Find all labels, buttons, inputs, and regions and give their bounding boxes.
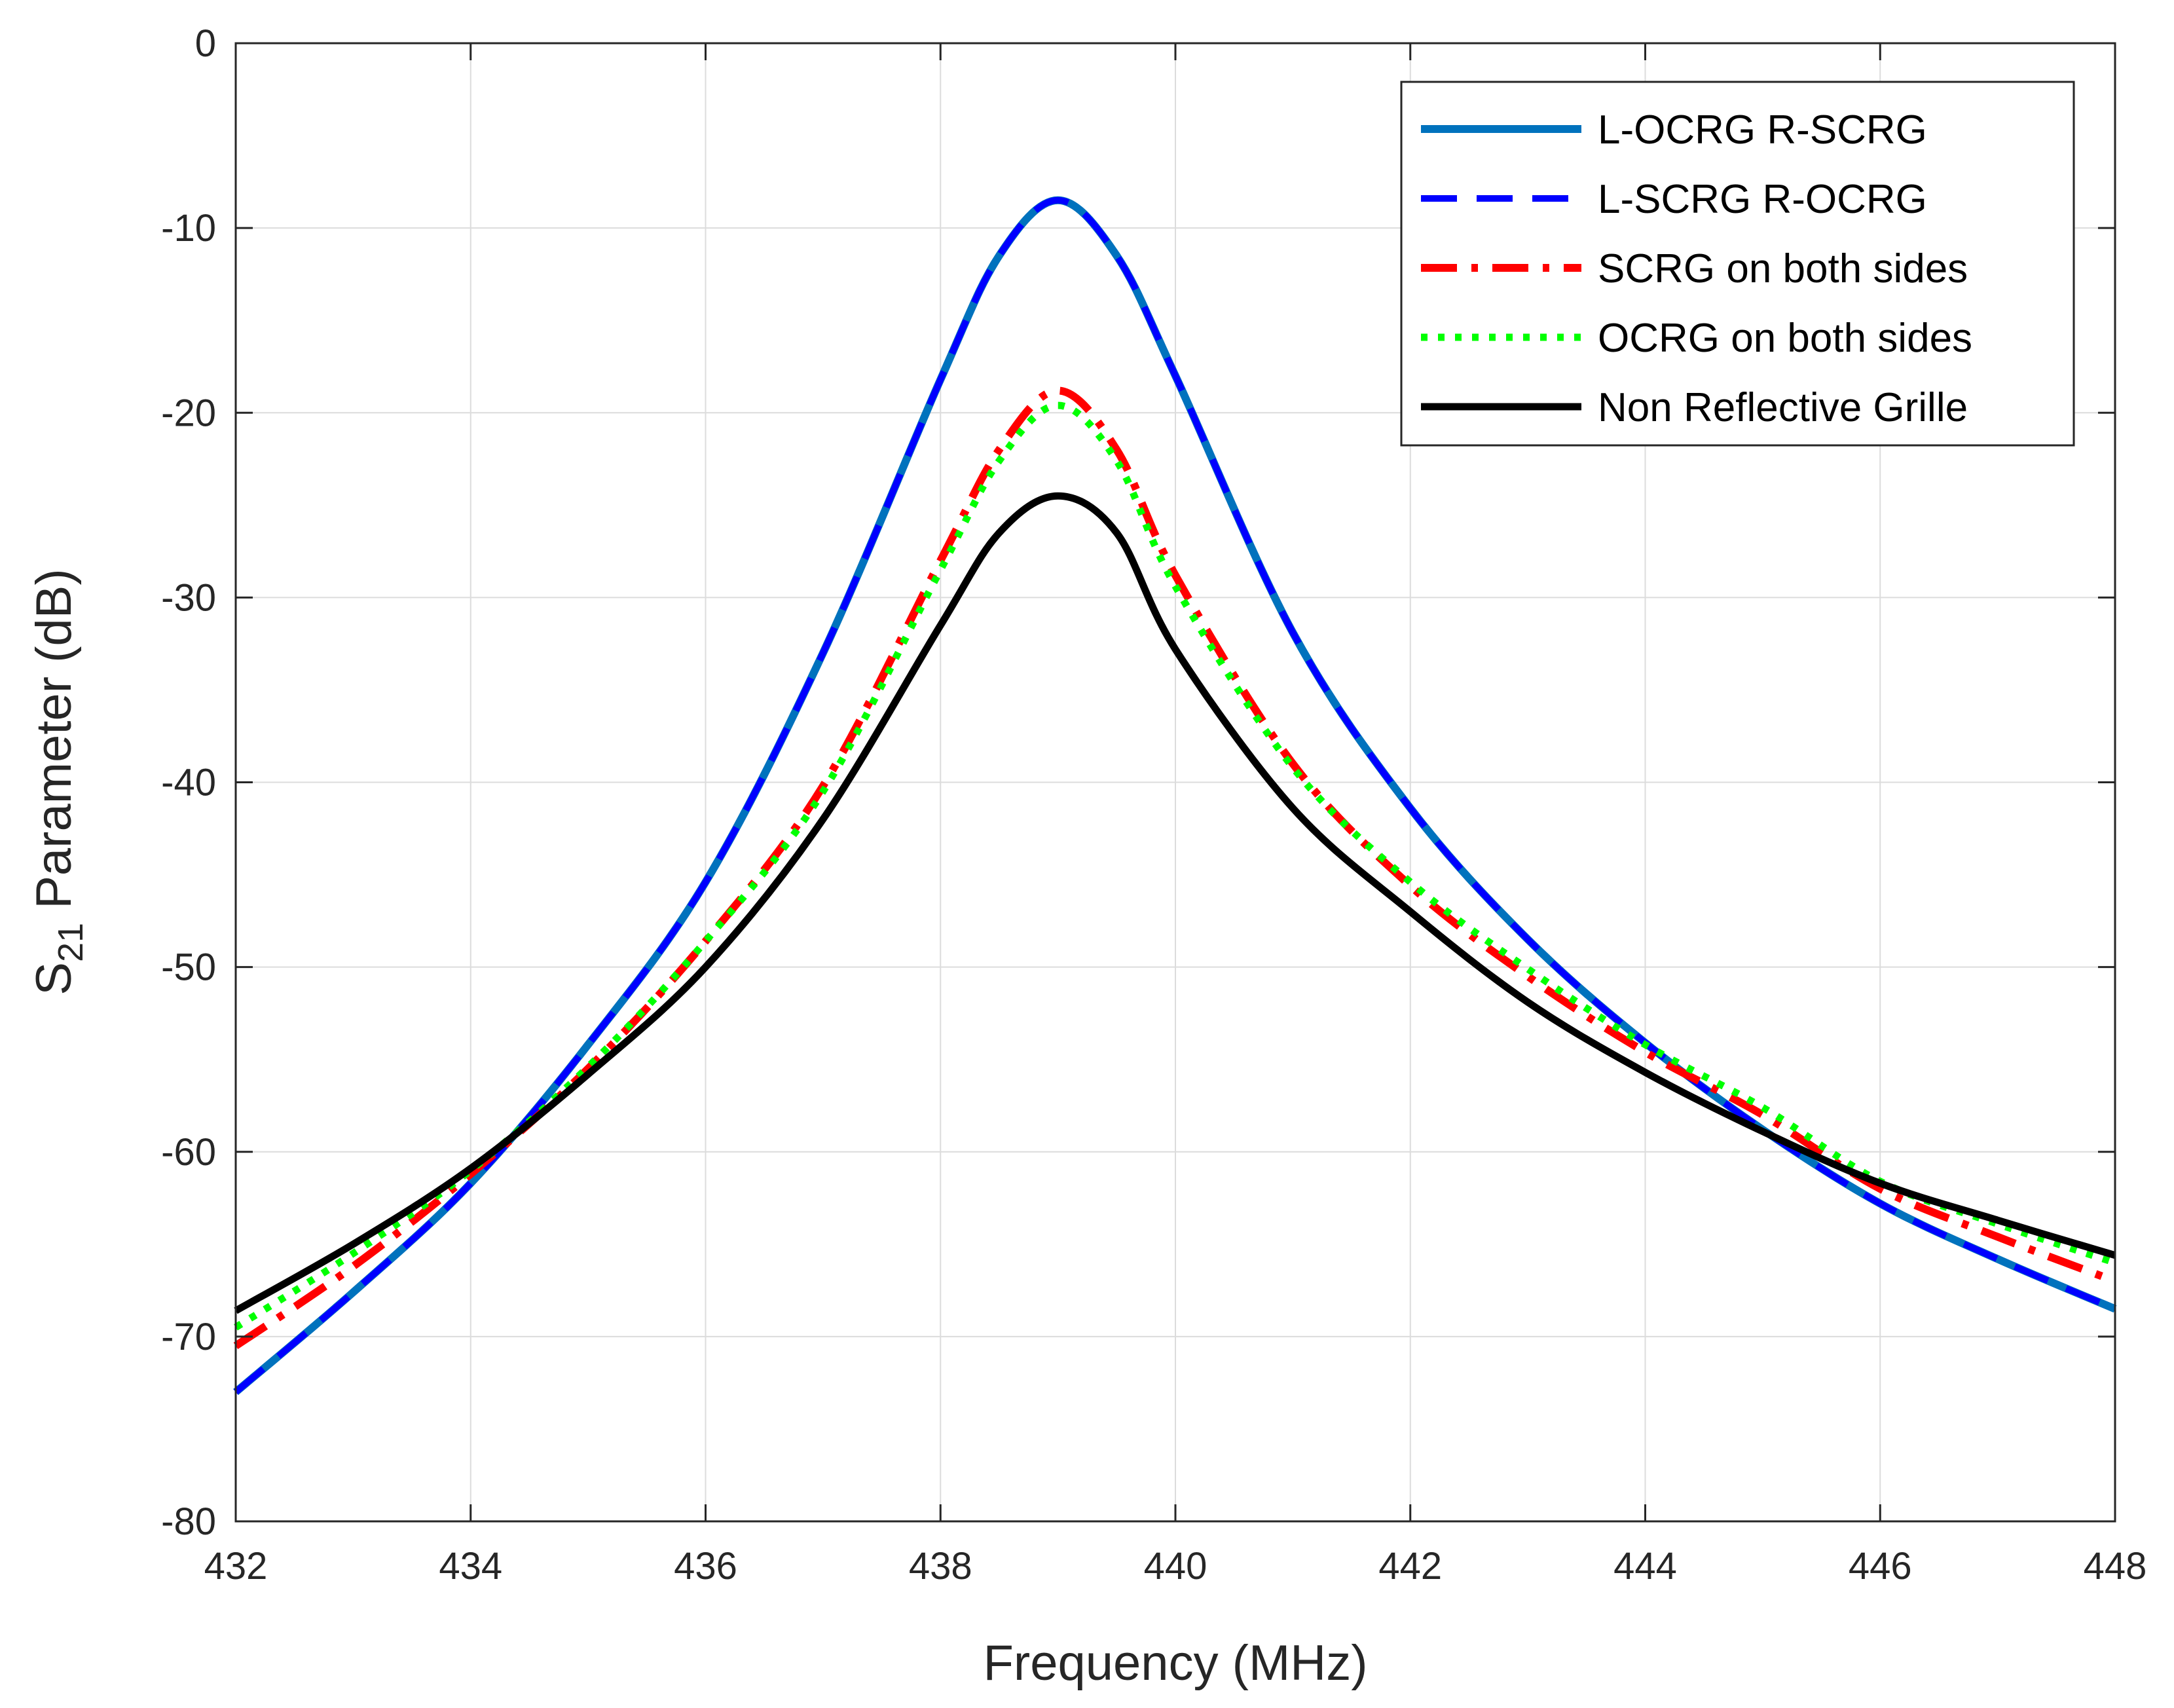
y-axis-label-prefix: S — [26, 962, 82, 995]
x-tick-label: 442 — [1378, 1545, 1442, 1587]
legend-label: OCRG on both sides — [1598, 316, 1972, 361]
x-axis-label: Frequency (MHz) — [984, 1635, 1368, 1691]
x-tick-label: 440 — [1144, 1545, 1207, 1587]
legend-label: Non Reflective Grille — [1598, 385, 1968, 430]
legend-box — [1400, 81, 2075, 447]
y-tick-label: 0 — [195, 22, 216, 65]
ticks — [234, 42, 2116, 1523]
x-tick-label: 436 — [674, 1545, 737, 1587]
svg-text:S21 Parameter (dB): S21 Parameter (dB) — [26, 568, 90, 995]
legend-label: L-SCRG R-OCRG — [1598, 177, 1927, 222]
y-tick-label: -50 — [161, 946, 216, 989]
y-tick-label: -60 — [161, 1131, 216, 1174]
x-tick-label: 438 — [909, 1545, 972, 1587]
y-tick-label: -10 — [161, 207, 216, 250]
y-tick-label: -80 — [161, 1500, 216, 1543]
series-layer — [233, 196, 2117, 1396]
series-line-scrg-on-both-sides — [233, 386, 2117, 1349]
y-axis-label-suffix: Parameter (dB) — [26, 568, 82, 923]
legend-label: L-OCRG R-SCRG — [1598, 107, 1927, 153]
x-tick-label: 448 — [2084, 1545, 2147, 1587]
legend: L-OCRG R-SCRG L-SCRG R-OCRG SCRG on both s… — [1400, 81, 2075, 447]
x-tick-label: 434 — [439, 1545, 502, 1587]
x-tick-label: 432 — [204, 1545, 268, 1587]
series-line-non-reflective-grille — [234, 492, 2116, 1314]
legend-label: SCRG on both sides — [1598, 246, 1968, 291]
y-axis-label-subscript: 21 — [51, 923, 90, 962]
tick-labels: 432 434 436 438 440 442 444 446 448 0 -10 -20 -30 -40… — [161, 22, 2146, 1587]
y-tick-label: -40 — [161, 762, 216, 804]
y-tick-label: -70 — [161, 1316, 216, 1358]
x-tick-label: 446 — [1849, 1545, 1912, 1587]
y-tick-label: -30 — [161, 576, 216, 619]
x-tick-label: 444 — [1613, 1545, 1677, 1587]
y-axis-label: S21 Parameter (dB) — [26, 568, 90, 995]
y-tick-label: -20 — [161, 392, 216, 434]
series-line-l-scrg-r-ocrg — [233, 196, 2116, 1395]
